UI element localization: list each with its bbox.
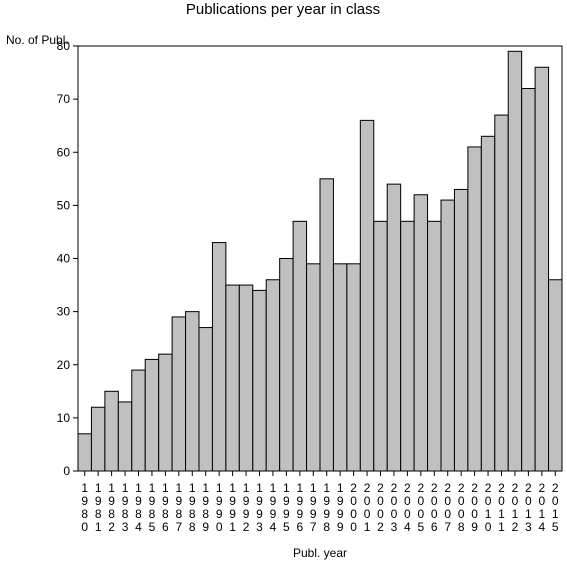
bar xyxy=(131,369,146,472)
y-tick-label: 20 xyxy=(57,358,71,372)
bar xyxy=(319,178,334,472)
bar xyxy=(238,284,254,472)
bar xyxy=(400,220,415,472)
bar xyxy=(386,183,402,472)
bar xyxy=(548,279,563,472)
y-tick-label: 70 xyxy=(57,92,71,106)
bar xyxy=(359,119,375,472)
bar xyxy=(211,242,227,472)
bar xyxy=(427,220,442,472)
bar xyxy=(494,114,509,472)
bar xyxy=(467,146,482,472)
y-tick-label: 50 xyxy=(57,198,71,212)
bar xyxy=(373,220,388,472)
bar xyxy=(279,258,294,472)
y-tick-label: 30 xyxy=(57,305,71,319)
y-tick-label: 10 xyxy=(57,411,71,425)
bar xyxy=(306,263,321,472)
bar xyxy=(521,88,536,472)
bar xyxy=(265,279,281,472)
x-axis-label: Publ. year xyxy=(293,546,347,560)
y-axis-label: No. of Publ. xyxy=(6,33,69,47)
bar xyxy=(346,263,361,472)
bar xyxy=(440,199,455,472)
bar xyxy=(453,188,469,472)
y-tick-label: 80 xyxy=(57,39,71,53)
bar xyxy=(225,284,240,472)
y-tick-label: 60 xyxy=(57,145,71,159)
bar xyxy=(507,50,523,472)
bar xyxy=(332,263,348,472)
y-tick-label: 40 xyxy=(57,252,71,266)
bar xyxy=(252,289,267,472)
y-tick-label: 0 xyxy=(63,464,70,478)
bar xyxy=(534,66,550,472)
x-axis-ticks: 1 9 8 0 1 9 8 1 1 9 8 2 1 9 8 3 1 9 8 4 1 9 8 5 1 9 8 6 1 9 8 7 1 9 8 8 1 9 8 9… xyxy=(81,471,559,534)
bar xyxy=(158,353,173,472)
bars-group xyxy=(77,50,563,472)
bar xyxy=(413,194,429,472)
bar xyxy=(171,316,187,472)
bar xyxy=(77,433,92,472)
bar xyxy=(117,401,133,472)
bar xyxy=(90,406,106,472)
y-axis-ticks: 0 10 20 30 40 50 60 70 80 xyxy=(57,39,78,478)
bar xyxy=(185,311,200,472)
bar xyxy=(198,327,213,472)
bar xyxy=(144,358,160,472)
bar xyxy=(480,135,496,472)
plot-frame xyxy=(77,45,563,472)
bar xyxy=(104,390,119,472)
chart-title: Publications per year in class xyxy=(186,1,380,18)
bar xyxy=(292,220,308,472)
